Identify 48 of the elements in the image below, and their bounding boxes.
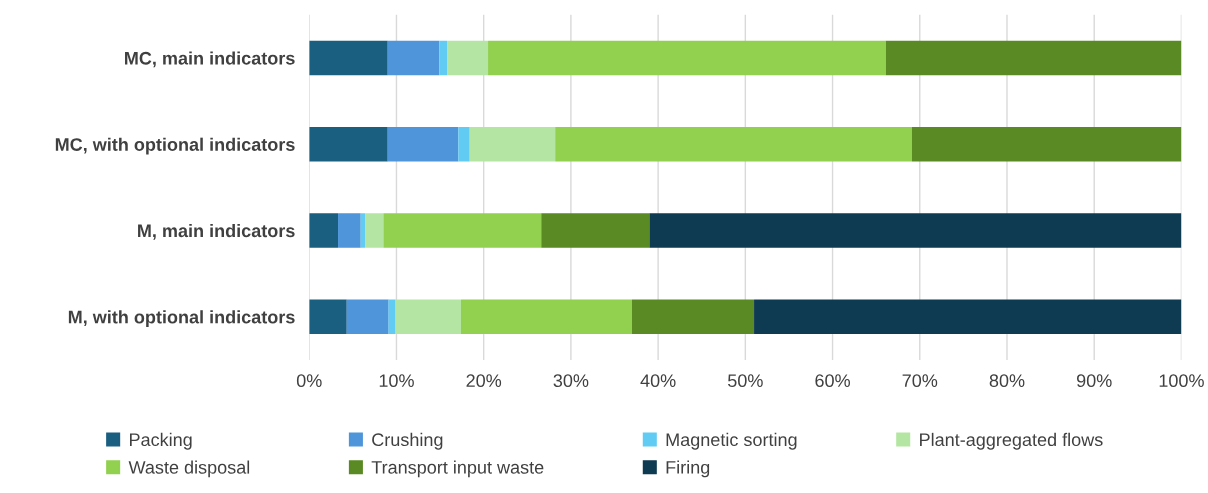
bar <box>346 299 389 335</box>
bar <box>387 126 459 162</box>
bar <box>395 299 462 335</box>
bar <box>360 213 366 248</box>
y-tick-label: MC, main indicators <box>125 51 295 68</box>
bar <box>631 299 755 335</box>
x-tick-label: 80% <box>989 374 1025 388</box>
bar <box>387 40 440 76</box>
bar <box>388 299 396 335</box>
x-tick-label: 40% <box>640 374 676 388</box>
bar <box>488 40 886 76</box>
bar <box>309 213 339 248</box>
y-tick-label: M, main indicators <box>138 223 295 240</box>
bar <box>649 213 1182 248</box>
bar <box>309 126 388 162</box>
bar <box>541 213 650 248</box>
legend-label: Waste disposal <box>128 460 250 478</box>
bar <box>439 40 448 76</box>
bar <box>309 299 347 335</box>
x-tick-label: 0% <box>296 374 322 388</box>
bar <box>754 299 1182 335</box>
x-tick-label: 70% <box>902 374 938 388</box>
bar <box>469 126 556 162</box>
x-tick-label: 30% <box>553 374 589 388</box>
bar <box>309 40 388 76</box>
bar <box>458 126 470 162</box>
y-tick-label: MC, with optional indicators <box>55 137 295 155</box>
x-tick-label: 10% <box>379 374 414 388</box>
bar <box>338 213 361 248</box>
bar <box>885 40 1182 76</box>
y-tick-label: M, with optional indicators <box>68 310 295 328</box>
legend-label: Firing <box>666 460 710 478</box>
bar <box>447 40 489 76</box>
legend-label: Transport input waste <box>371 460 544 478</box>
bar <box>555 126 912 162</box>
x-tick-label: 100% <box>1159 374 1204 388</box>
x-tick-label: 60% <box>815 374 850 388</box>
x-tick-label: 90% <box>1076 374 1112 388</box>
bar <box>383 213 542 248</box>
legend-label: Crushing <box>372 432 443 450</box>
legend-label: Magnetic sorting <box>666 432 797 450</box>
legend-label: Packing <box>130 432 192 450</box>
x-tick-label: 20% <box>466 374 502 388</box>
bar <box>461 299 632 335</box>
x-tick-label: 50% <box>727 374 763 388</box>
bar <box>911 126 1182 162</box>
legend-label: Plant-aggregated flows <box>920 432 1103 450</box>
bar <box>365 213 384 248</box>
